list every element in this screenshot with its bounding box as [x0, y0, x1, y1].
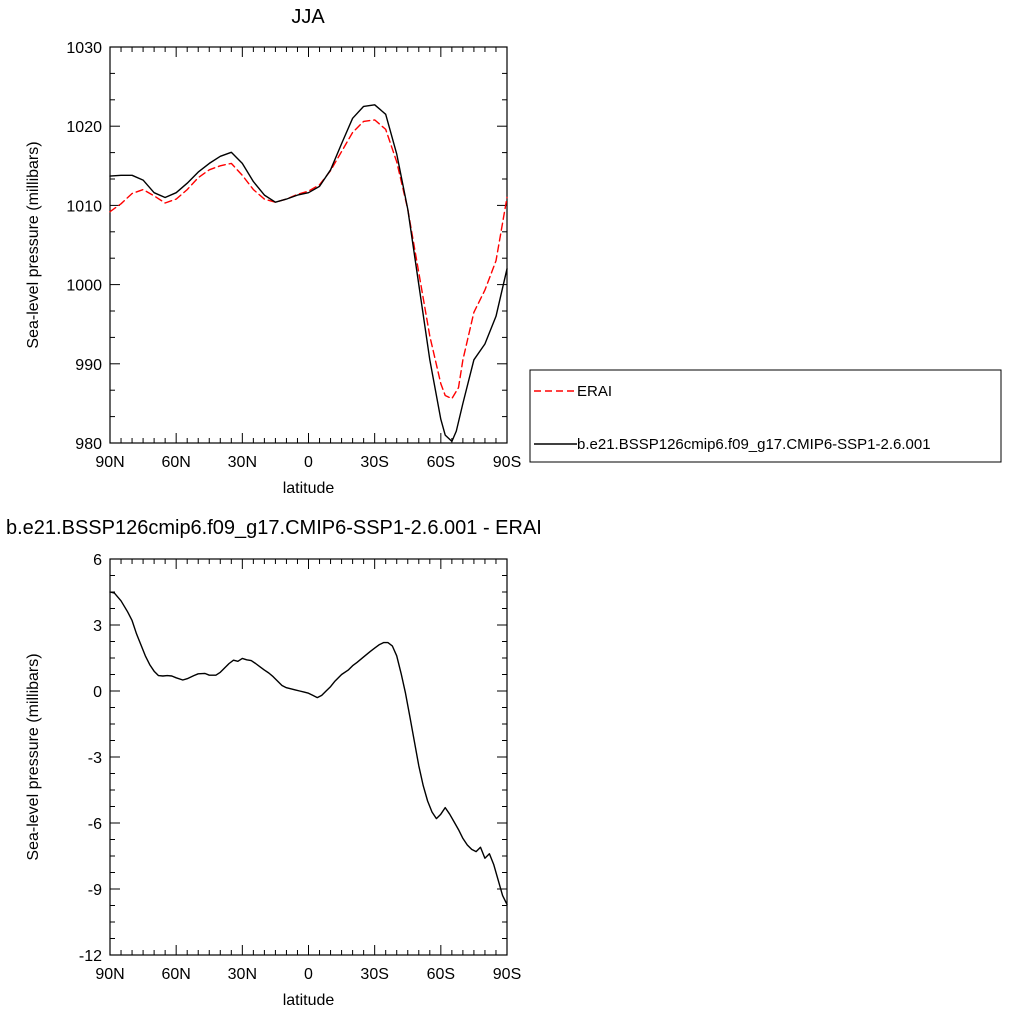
y-tick-label: -6 — [88, 816, 102, 833]
legend-box — [529, 369, 1002, 463]
y-tick-label: 1030 — [66, 40, 102, 57]
x-tick-label: 0 — [304, 966, 313, 983]
y-tick-label: -3 — [88, 750, 102, 767]
x-tick-label: 90N — [95, 966, 124, 983]
x-tick-label: 60N — [161, 454, 190, 471]
x-axis-label: latitude — [283, 480, 335, 497]
y-tick-label: 1000 — [66, 278, 102, 295]
x-tick-label: 60N — [161, 966, 190, 983]
legend-entry-label: b.e21.BSSP126cmip6.f09_g17.CMIP6-SSP1-2.… — [577, 436, 931, 453]
x-tick-label: 90N — [95, 454, 124, 471]
x-tick-label: 30N — [228, 966, 257, 983]
y-tick-label: 6 — [93, 552, 102, 569]
plot-frame — [109, 558, 508, 956]
legend: ERAI b.e21.BSSP126cmip6.f09_g17.CMIP6-SSP… — [529, 369, 1002, 463]
x-tick-label: 90S — [493, 454, 521, 471]
series-line-model — [109, 104, 508, 443]
y-tick-label: 1010 — [66, 198, 102, 215]
x-tick-label: 60S — [427, 454, 455, 471]
y-axis-label: Sea-level pressure (millibars) — [25, 653, 42, 860]
x-tick-label: 30S — [360, 454, 388, 471]
y-axis-label: Sea-level pressure (millibars) — [25, 141, 42, 348]
y-tick-label: 3 — [93, 618, 102, 635]
y-tick-label: 1020 — [66, 119, 102, 136]
x-tick-label: 30S — [360, 966, 388, 983]
legend-entry-label: ERAI — [577, 383, 612, 400]
chart-panel-1: JJA 90N 60N 30N 0 30S 60S 90S 980 990 1000 1010 1020… — [25, 6, 1002, 497]
x-tick-label: 0 — [304, 454, 313, 471]
y-tick-label: 0 — [93, 684, 102, 701]
y-tick-label: -9 — [88, 882, 102, 899]
y-tick-label: 990 — [75, 357, 102, 374]
y-tick-label: -12 — [79, 948, 102, 965]
chart-panel-2: b.e21.BSSP126cmip6.f09_g17.CMIP6-SSP1-2.… — [6, 517, 542, 1009]
y-tick-label: 980 — [75, 436, 102, 453]
x-tick-label: 90S — [493, 966, 521, 983]
chart-title: b.e21.BSSP126cmip6.f09_g17.CMIP6-SSP1-2.… — [6, 517, 542, 539]
x-tick-label: 30N — [228, 454, 257, 471]
series-line-erai — [109, 119, 508, 400]
plot-frame — [109, 46, 508, 444]
x-axis-label: latitude — [283, 992, 335, 1009]
series-line-difference — [109, 591, 508, 906]
x-tick-label: 60S — [427, 966, 455, 983]
chart-title: JJA — [291, 6, 325, 28]
